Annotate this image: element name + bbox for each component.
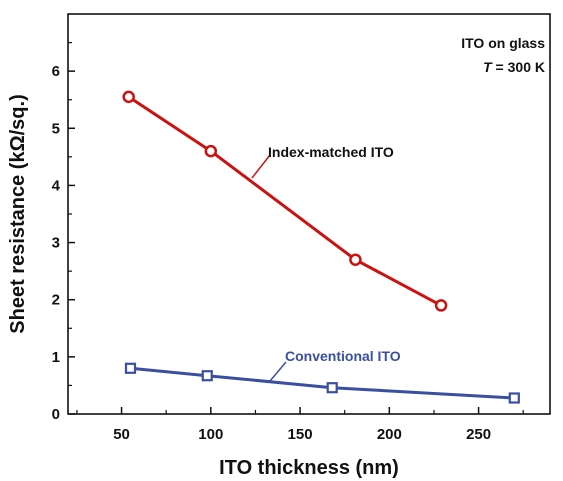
index-matched-callout-line: [251, 154, 271, 179]
annotation-line1: ITO on glass: [461, 35, 545, 51]
conventional-series-label: Conventional ITO: [285, 348, 401, 364]
series-layer: [122, 90, 520, 404]
y-tick-label: 0: [52, 406, 60, 423]
series-line-0: [127, 95, 442, 307]
x-axis-ticks: 50 100 150 200 250: [76, 407, 524, 443]
conventional-callout-line: [269, 361, 287, 382]
x-tick-label: 200: [377, 426, 402, 443]
y-tick-label: 6: [52, 63, 60, 80]
y-tick-label: 1: [52, 349, 60, 366]
y-axis-title: Sheet resistance (kΩ/sq.): [7, 94, 29, 333]
x-tick-label: 100: [198, 426, 223, 443]
annotation-line2: T = 300 K: [483, 59, 545, 75]
data-point: [434, 299, 448, 312]
x-tick-label: 50: [113, 426, 130, 443]
series-line-1: [130, 366, 515, 400]
y-tick-label: 5: [52, 120, 60, 137]
data-point: [508, 392, 520, 404]
data-point: [349, 253, 362, 266]
y-axis-ticks: 0 1 2 3 4 5 6: [52, 41, 75, 423]
x-tick-label: 250: [466, 426, 491, 443]
data-point: [201, 370, 213, 382]
index-matched-series-label: Index-matched ITO: [268, 144, 394, 160]
y-tick-label: 4: [52, 177, 61, 194]
data-point: [124, 362, 137, 374]
y-tick-label: 2: [52, 292, 60, 309]
x-tick-label: 150: [288, 426, 313, 443]
y-tick-label: 3: [52, 235, 60, 252]
data-point: [326, 382, 338, 394]
data-point: [204, 144, 218, 158]
x-axis-title: ITO thickness (nm): [219, 457, 399, 479]
data-point: [122, 90, 135, 104]
